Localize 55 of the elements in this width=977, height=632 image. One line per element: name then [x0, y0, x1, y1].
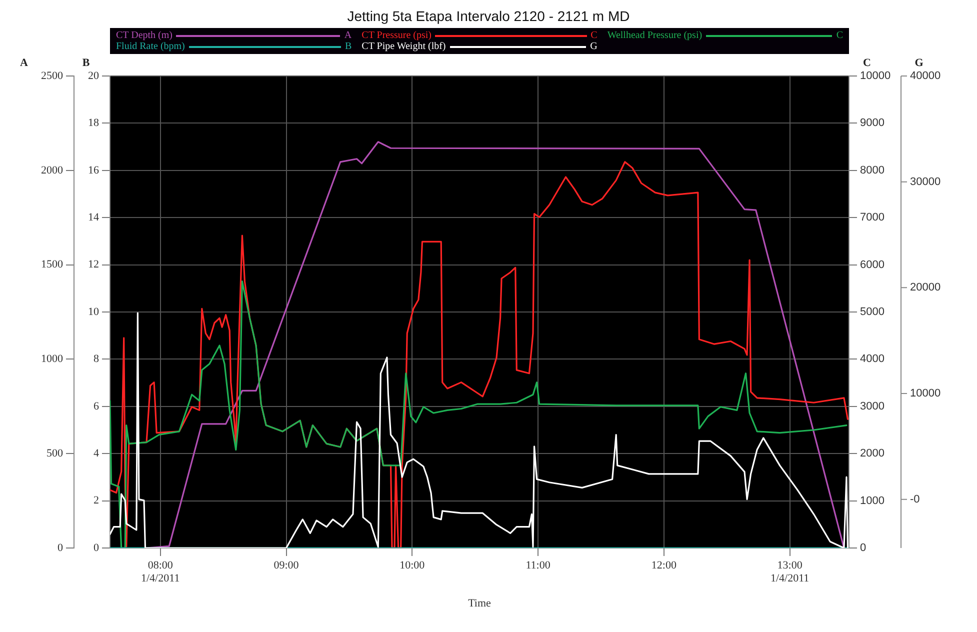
text: C [590, 30, 598, 41]
x-tick-label: 12:00 [651, 559, 677, 572]
y2-tick-label: 6000 [860, 258, 884, 271]
y-tick-label: 1500 [41, 258, 64, 271]
text: CT Pipe Weight (lbf) [362, 41, 446, 52]
y2-tick-label: 0 [860, 542, 866, 554]
y2-tick-label: 9000 [860, 117, 884, 130]
text: Wellhead Pressure (psi) [607, 30, 702, 41]
y2-tick-label: 3000 [860, 400, 884, 412]
y-tick-label: 10000 [910, 388, 941, 400]
y3-tick-label: 10 [88, 306, 100, 318]
y3-tick-label: 16 [88, 164, 100, 176]
y-tick-label: 30000 [910, 176, 941, 188]
y-tick-label: 40000 [910, 70, 941, 82]
y-axis-title: A [344, 30, 352, 41]
x-tick-label: 08:00 1/4/2011 [141, 559, 180, 585]
y3-tick-label: 12 [88, 258, 99, 271]
y-tick-label: -0 [910, 493, 920, 506]
text: A [20, 57, 28, 69]
text: B [344, 41, 352, 52]
y3-tick-label: 14 [88, 211, 100, 224]
y2-tick-label: 2000 [860, 448, 884, 460]
text: Fluid Rate (bpm) [116, 41, 185, 52]
y-tick-label: 2500 [41, 70, 64, 82]
text: G [914, 57, 924, 69]
y2-tick-label: 8000 [860, 164, 884, 176]
text: CT Pressure (psi) [362, 30, 432, 41]
y-tick-label: 0 [58, 542, 64, 554]
text: CT Depth (m) [116, 30, 172, 41]
y-axis-title: G [590, 41, 598, 52]
y3-tick-label: 0 [94, 542, 100, 554]
y2-tick-label: 4000 [860, 353, 884, 366]
y3-tick-label: 18 [88, 117, 100, 130]
y3-tick-label: 6 [94, 400, 100, 412]
y3-axis-title: B [82, 57, 90, 69]
x-tick-label: 13:00 1/4/2011 [770, 559, 810, 585]
x-tick-label: 10:00 [400, 559, 426, 572]
y-tick-label: 2000 [41, 164, 64, 176]
y2-tick-label: 5000 [860, 306, 884, 318]
chart-title: Jetting 5ta Etapa Intervalo 2120 - 2121 m MD [346, 8, 631, 26]
y3-tick-label: 8 [94, 353, 100, 366]
y2-tick-label: 1000 [860, 494, 884, 507]
y-tick-label: 500 [46, 447, 64, 460]
text: C [836, 30, 843, 41]
y3-tick-label: 4 [94, 447, 100, 460]
y3-tick-label: 20 [88, 70, 100, 82]
y3-tick-label: 2 [94, 494, 99, 507]
y-tick-label: 20000 [910, 282, 941, 294]
y2-tick-label: 10000 [860, 70, 891, 82]
x-tick-label: 11:00 [526, 559, 551, 572]
y2-tick-label: 7000 [860, 212, 884, 224]
x-axis-title: Time [468, 597, 492, 610]
y-tick-label: 1000 [41, 353, 64, 366]
x-tick-label: 09:00 [274, 559, 300, 572]
y2-axis-title: C [863, 57, 872, 69]
